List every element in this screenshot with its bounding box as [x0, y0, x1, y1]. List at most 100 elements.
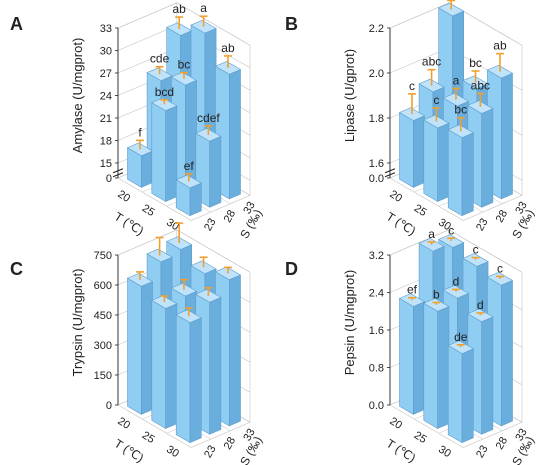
y-tick-label: 0 — [106, 400, 112, 412]
x-tick-label: 25 — [412, 202, 429, 219]
x-tick-label: 25 — [140, 202, 157, 219]
significance-letter: a — [428, 227, 435, 241]
bar-side-face — [461, 348, 474, 444]
x-tick-label: 30 — [164, 217, 181, 234]
bar: c — [423, 93, 450, 203]
bar-top-face — [170, 71, 198, 86]
bar-side-face — [165, 105, 178, 202]
x-axis-title: T (℃) — [112, 209, 146, 238]
y-tick-label: 24 — [100, 91, 112, 103]
significance-letter: c — [497, 261, 503, 275]
z-tick-label: 33 — [513, 427, 530, 444]
y-tick-label: 0.8 — [369, 363, 384, 375]
bar: c — [486, 261, 514, 427]
y-axis-title: Pepsin (U/mgprot) — [342, 270, 357, 375]
y-tick-label: 150 — [94, 370, 112, 382]
bar-top-face — [126, 273, 154, 287]
significance-letter: c — [433, 93, 439, 107]
bar-top-face — [190, 19, 217, 34]
z-tick-label: 23 — [202, 443, 219, 460]
y-tick-label: 30 — [100, 46, 112, 58]
bar-front-face — [399, 297, 414, 415]
bar-top-face — [418, 78, 445, 93]
bar — [151, 295, 178, 430]
bar — [126, 271, 154, 415]
significance-letter: bcd — [155, 85, 174, 99]
y-tick-label: 750 — [94, 250, 112, 262]
bar-top-face — [146, 248, 173, 263]
significance-letter: ab — [221, 41, 235, 55]
significance-letter: cde — [150, 52, 170, 66]
panel-b: 0.01.61.82.02.2abcababcaabcccbc202530232… — [285, 0, 537, 241]
x-axis-title: T (℃) — [384, 209, 418, 238]
significance-letter: b — [433, 288, 440, 302]
bar-top-face — [462, 253, 489, 267]
significance-letter: f — [138, 125, 142, 139]
z-tick-label: 23 — [202, 216, 219, 233]
z-tick-label: 28 — [222, 435, 239, 452]
bar-top-face — [151, 295, 178, 309]
axis-break-mark — [112, 168, 124, 178]
x-tick-label: 20 — [387, 188, 404, 205]
bar-side-face — [141, 281, 153, 415]
gridline — [389, 229, 523, 273]
bar-side-face — [141, 150, 153, 188]
significance-letter: abc — [422, 55, 441, 69]
significance-letter: bc — [454, 103, 467, 117]
significance-letter: abc — [471, 79, 490, 93]
bar-front-face — [447, 129, 463, 217]
gridline — [117, 2, 251, 46]
bar-side-face — [481, 108, 494, 208]
bar-top-face — [438, 234, 465, 248]
bar-top-face — [146, 67, 173, 82]
z-tick-label: 28 — [494, 435, 511, 452]
significance-letter: d — [453, 274, 460, 288]
bar-side-face — [461, 132, 474, 217]
y-tick-label: 2.2 — [369, 23, 384, 35]
bar-front-face — [399, 111, 414, 188]
significance-letter: ab — [173, 2, 187, 16]
bar-side-face — [209, 296, 222, 435]
bar-side-face — [437, 306, 450, 429]
significance-letter: a — [200, 1, 207, 15]
x-tick-label: 20 — [387, 415, 404, 432]
z-tick-label: 33 — [513, 200, 530, 217]
bar-front-face — [151, 102, 166, 203]
bar-front-face — [175, 314, 191, 444]
bar: bc — [447, 103, 474, 217]
axis-break-mark — [384, 168, 396, 178]
gridline — [117, 229, 251, 273]
bar-side-face — [500, 279, 513, 427]
significance-letter: a — [453, 73, 460, 87]
x-tick-label: 30 — [164, 444, 181, 461]
bar: ef — [175, 159, 202, 217]
z-axis-title: S (‰) — [237, 434, 265, 465]
bar-side-face — [413, 301, 425, 415]
y-axis-title: Amylase (U/mgprot) — [70, 38, 85, 154]
y-tick-label: 3.2 — [369, 250, 384, 262]
y-axis-title: Trypsin (U/mgprot) — [70, 269, 85, 377]
bar-side-face — [437, 122, 450, 202]
significance-letter: de — [454, 330, 468, 344]
z-tick-label: 23 — [474, 443, 491, 460]
bar-side-face — [500, 72, 513, 200]
bar-side-face — [481, 316, 494, 435]
bar — [175, 307, 202, 444]
bar: f — [126, 125, 154, 188]
y-tick-label: 450 — [94, 310, 112, 322]
bar-side-face — [229, 274, 241, 427]
z-tick-label: 28 — [494, 208, 511, 225]
y-tick-label: 2.0 — [369, 68, 384, 80]
bar: bcd — [151, 85, 178, 203]
y-axis-title: Lipase (U/gprot) — [342, 49, 357, 142]
y-tick-label: 1.8 — [369, 113, 384, 125]
y-tick-label: 2.4 — [369, 288, 384, 300]
significance-letter: cdef — [197, 111, 220, 125]
bar-side-face — [189, 182, 202, 217]
y-tick-label: 600 — [94, 280, 112, 292]
z-tick-label: 33 — [241, 200, 258, 217]
y-tick-label: 0 — [106, 173, 112, 185]
significance-letter: d — [477, 298, 484, 312]
y-tick-label: 18 — [100, 136, 112, 148]
